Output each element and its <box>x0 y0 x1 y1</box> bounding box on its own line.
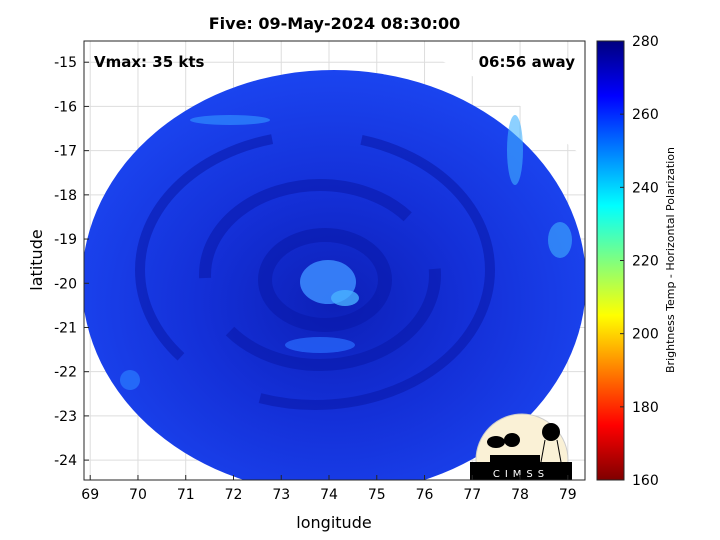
axes-box <box>83 40 586 481</box>
y-tick-label: -21 <box>54 320 77 336</box>
x-tick-label: 69 <box>81 487 99 503</box>
x-tick-label: 75 <box>368 487 386 503</box>
chart-title: Five: 09-May-2024 08:30:00 <box>208 14 461 33</box>
time-away-annotation: 06:56 away <box>478 53 575 71</box>
colorbar-tick-label: 160 <box>632 473 659 489</box>
colorbar-tick-label: 200 <box>632 327 659 343</box>
vmax-annotation: Vmax: 35 kts <box>94 53 205 71</box>
x-axis-label: longitude <box>296 513 371 532</box>
y-tick-label: -19 <box>54 232 77 248</box>
y-tick-label: -24 <box>54 453 77 469</box>
y-tick-label: -15 <box>54 55 77 71</box>
colorbar <box>596 40 625 481</box>
x-tick-label: 73 <box>272 487 290 503</box>
x-tick-label: 79 <box>559 487 577 503</box>
y-axis: -15 -16 -17 -18 -19 -20 -21 -22 -23 -24 <box>54 55 89 469</box>
y-tick-label: -18 <box>54 188 77 204</box>
map-area: CIMSS <box>84 41 585 480</box>
colorbar-ticks: 160 180 200 220 240 260 280 <box>620 34 659 489</box>
colorbar-tick-label: 240 <box>632 180 659 196</box>
y-tick-label: -20 <box>54 276 77 292</box>
colorbar-tick-label: 220 <box>632 254 659 270</box>
x-tick-label: 76 <box>416 487 434 503</box>
y-tick-label: -23 <box>54 409 77 425</box>
y-tick-label: -16 <box>54 99 77 115</box>
swath-gap <box>440 60 585 158</box>
x-tick-label: 72 <box>225 487 243 503</box>
colorbar-tick-label: 260 <box>632 107 659 123</box>
warm-patches <box>120 115 572 390</box>
x-tick-label: 78 <box>511 487 529 503</box>
y-axis-label: latitude <box>27 229 46 290</box>
x-axis: 69 70 71 72 73 74 75 76 77 78 79 <box>81 475 577 503</box>
colorbar-label: Brightness Temp - Horizontal Polarizatio… <box>664 147 677 373</box>
y-tick-label: -22 <box>54 365 77 381</box>
y-tick-label: -17 <box>54 144 77 160</box>
svg-text:CIMSS: CIMSS <box>493 469 549 480</box>
x-tick-label: 71 <box>177 487 195 503</box>
colorbar-tick-label: 180 <box>632 400 659 416</box>
rainband-spiral <box>135 130 495 410</box>
cimss-logo: CIMSS <box>470 413 572 480</box>
x-tick-label: 74 <box>320 487 338 503</box>
colorbar-tick-label: 280 <box>632 34 659 50</box>
x-tick-label: 77 <box>463 487 481 503</box>
x-tick-label: 70 <box>129 487 147 503</box>
